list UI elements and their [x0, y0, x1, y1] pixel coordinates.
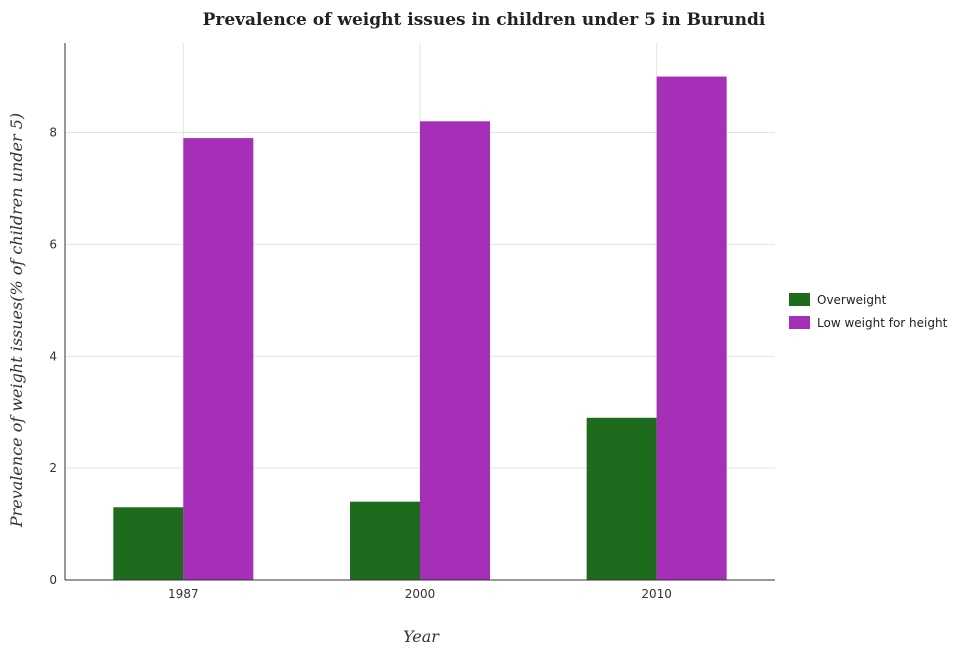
chart-title: Prevalence of weight issues in children …	[203, 10, 766, 30]
y-tick-label: 0	[49, 573, 57, 587]
y-tick-label: 2	[49, 461, 57, 475]
bar-overweight-2000	[350, 501, 420, 580]
axes	[64, 43, 775, 581]
x-tick-label: 2000	[405, 587, 436, 601]
legend-label: Low weight for height	[817, 316, 948, 330]
x-tick-label: 1987	[168, 587, 199, 601]
bar-low-weight-for-height-2010	[656, 76, 727, 580]
bar-low-weight-for-height-2000	[420, 121, 490, 580]
legend: Overweight Low weight for height	[789, 293, 948, 330]
y-axis-title: Prevalence of weight issues(% of childre…	[7, 113, 26, 528]
bar-overweight-2010	[586, 417, 657, 580]
y-tick-label: 4	[49, 349, 57, 363]
y-tick-label: 8	[49, 126, 57, 140]
x-axis-title: Year	[403, 627, 440, 646]
x-tick-label: 2010	[641, 587, 672, 601]
y-tick-label: 6	[49, 237, 57, 251]
legend-swatch	[789, 316, 810, 329]
bar-overweight-1987	[113, 507, 184, 580]
tick-labels: 0 2 4 6 8 1987 2000 2010	[49, 126, 672, 602]
legend-swatch	[789, 293, 810, 306]
legend-label: Overweight	[817, 293, 887, 307]
bar-low-weight-for-height-1987	[183, 138, 254, 580]
bars	[113, 76, 727, 580]
